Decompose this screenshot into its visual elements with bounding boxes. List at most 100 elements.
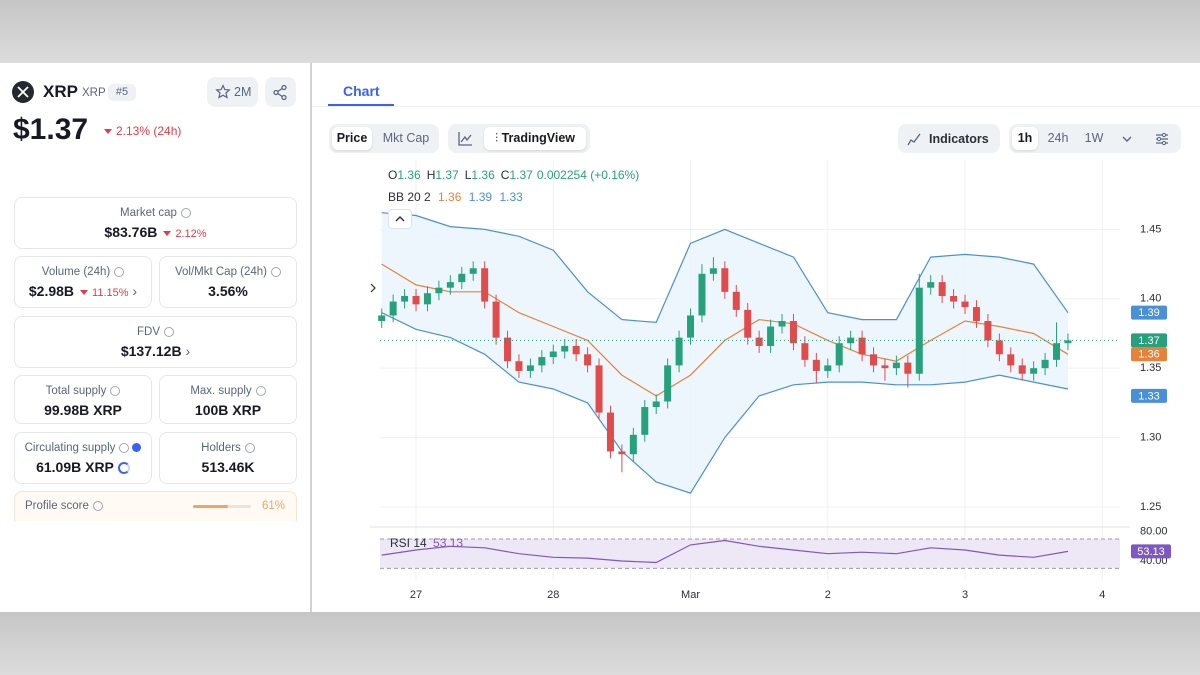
candle-body [1053,343,1061,360]
settings-icon[interactable] [1155,132,1169,146]
candle-body [950,296,958,302]
coin-symbol: XRP [82,87,106,99]
stat-label: Volume (24h) [41,266,111,278]
x-tick-label: 3 [962,589,968,601]
ohlc-value: 1.36 [397,168,421,182]
rsi-band [380,539,1120,569]
y-tick-label: 1.45 [1140,223,1161,235]
top-band [0,0,1200,63]
share-button[interactable] [265,77,296,107]
expand-arrow [370,283,376,293]
tab[interactable]: Chart [343,83,380,99]
interval-button[interactable]: 1W [1084,131,1104,145]
candle-body [892,362,900,369]
price-badge-label: 1.37 [1138,335,1159,347]
ohlc-key: L [464,168,472,182]
bottom-band [0,612,1200,675]
candle-body [446,282,454,288]
candle-body [458,273,466,283]
candle-body [389,301,397,316]
view-button[interactable]: Mkt Cap [382,131,430,145]
stat-card: Total supply 99.98B XRP [14,375,152,424]
candle-body [1007,354,1015,366]
price-badge [1131,333,1167,348]
stat-label: Holders [201,442,241,454]
candle-body [881,365,889,369]
candle-body [687,315,695,338]
candle-body [915,287,923,374]
indicators-icon [907,133,921,146]
candle-body [629,434,637,455]
ohlc-key: C [500,168,510,182]
candle-body [824,365,832,371]
candle-body [435,287,443,294]
ohlc-readout: O1.36 H1.37 L1.36 C1.37 0.002254 (+0.16%) [388,168,639,182]
rsi-value: 53.13 [433,536,464,550]
stat-value: 513.46K [201,459,255,475]
ohlc-key: O [388,168,398,182]
price-badge [1131,305,1167,320]
candle-body [618,451,626,455]
candle-body [641,407,649,435]
watchlist-button[interactable]: 2M [207,77,258,107]
stat-label: Circulating supply [24,442,116,454]
chevron-icon[interactable] [1121,133,1133,145]
rsi-label: RSI 14 [390,536,427,550]
y-tick-label: 1.40 [1140,293,1161,305]
interval-button[interactable]: 1h [1012,127,1038,150]
stat-label: Max. supply [190,385,252,397]
candle-body [584,354,592,366]
interval-button[interactable]: 24h [1047,131,1069,145]
chart-legend: O1.36 H1.37 L1.36 C1.37 0.002254 (+0.16%) BB… [388,168,639,229]
view-button[interactable]: Price [332,127,372,150]
x-tick-label: 27 [410,589,422,601]
y-tick-label: 1.25 [1140,501,1161,513]
candle-body [401,296,409,302]
candle-body [698,273,706,316]
price-badge-label: 1.39 [1138,307,1159,319]
left-panel: XRP XRP #5 2M $1.37 2.13% (24h) Market c… [0,63,310,612]
candle-body [526,365,534,371]
collapse-button[interactable] [388,209,412,229]
candle-body [789,320,797,344]
stat-card: Market cap $83.76B 2.12% [14,197,297,249]
indicators-label: Indicators [929,132,989,146]
candle-body [972,307,980,321]
candle-body [927,282,935,288]
candle-body [378,315,386,321]
chart-type-toggle: ⫶ TradingView [448,124,590,153]
indicators-button[interactable]: Indicators [898,124,1000,153]
bb-lower: 1.33 [499,190,523,204]
candle-body [675,337,683,366]
candle-body [984,320,992,341]
candle-body [755,337,763,346]
interval-toggle: 1h 24h 1W [1009,124,1181,153]
y-tick-label: 1.30 [1140,431,1161,443]
line-chart-icon[interactable] [457,131,473,147]
stat-value: $2.98B [28,283,75,299]
stat-card: Circulating supply 61.09B XRP [14,432,152,484]
y-tick-label: 1.35 [1140,362,1161,374]
candle-body [847,337,855,344]
stat-label: FDV [137,326,160,338]
price-badge [1131,388,1167,403]
bollinger-fill [381,212,1068,494]
tradingview-button[interactable]: ⫶ TradingView [484,127,586,150]
stat-change: 2.12% [175,228,207,240]
rsi-legend: RSI 14 53.13 [390,536,463,550]
rsi-badge-label: 53.13 [1137,546,1165,558]
candle-body [938,282,946,297]
stat-card: Volume (24h) $2.98B 11.15% › [14,256,152,308]
stat-card: Holders 513.46K [159,432,297,484]
ohlc-change: 0.002254 (+0.16%) [536,168,640,182]
candle-body [664,365,672,402]
profile-label-text: Profile score [25,500,89,512]
stat-label: Total supply [45,385,107,397]
candle-body [1018,365,1026,374]
candle-body [561,345,569,352]
profile-bar [193,505,229,508]
candle-body [1064,340,1072,344]
stat-card: Vol/Mkt Cap (24h) 3.56% [159,256,297,308]
